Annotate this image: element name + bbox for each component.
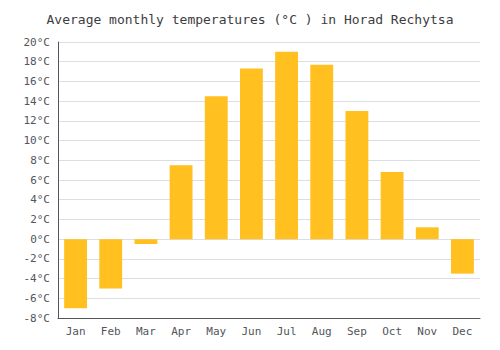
svg-text:6°C: 6°C bbox=[30, 174, 50, 187]
svg-text:20°C: 20°C bbox=[24, 36, 51, 49]
svg-text:Jan: Jan bbox=[66, 325, 86, 338]
svg-text:Average monthly temperatures (: Average monthly temperatures (°C ) in Ho… bbox=[47, 12, 454, 27]
svg-text:0°C: 0°C bbox=[30, 233, 50, 246]
svg-text:Sep: Sep bbox=[347, 325, 367, 338]
svg-text:Jun: Jun bbox=[241, 325, 261, 338]
svg-text:Apr: Apr bbox=[171, 325, 191, 338]
svg-text:Mar: Mar bbox=[136, 325, 156, 338]
svg-text:Dec: Dec bbox=[452, 325, 472, 338]
svg-text:10°C: 10°C bbox=[24, 134, 51, 147]
svg-text:2°C: 2°C bbox=[30, 213, 50, 226]
svg-text:Feb: Feb bbox=[101, 325, 121, 338]
svg-text:-2°C: -2°C bbox=[24, 252, 51, 265]
svg-text:Jul: Jul bbox=[277, 325, 297, 338]
svg-text:18°C: 18°C bbox=[24, 55, 51, 68]
svg-text:12°C: 12°C bbox=[24, 114, 51, 127]
svg-text:8°C: 8°C bbox=[30, 154, 50, 167]
svg-text:Oct: Oct bbox=[382, 325, 402, 338]
svg-text:Nov: Nov bbox=[417, 325, 437, 338]
svg-text:14°C: 14°C bbox=[24, 95, 51, 108]
svg-text:May: May bbox=[206, 325, 226, 338]
svg-text:16°C: 16°C bbox=[24, 75, 51, 88]
svg-text:4°C: 4°C bbox=[30, 193, 50, 206]
svg-text:Aug: Aug bbox=[312, 325, 332, 338]
svg-text:-6°C: -6°C bbox=[24, 292, 51, 305]
svg-text:-8°C: -8°C bbox=[24, 312, 51, 325]
svg-text:-4°C: -4°C bbox=[24, 272, 51, 285]
